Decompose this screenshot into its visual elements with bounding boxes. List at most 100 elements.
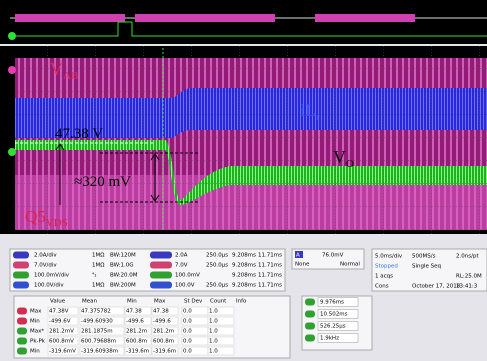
measurement-header: Value [50, 299, 66, 305]
trigger-coupling: None [295, 262, 310, 268]
measurement-value: 47.38 [153, 309, 169, 315]
cursor-badge [305, 311, 315, 318]
measurement-value: 47.38 [126, 309, 142, 315]
subscript: AB [63, 70, 78, 82]
measurement-value: -319.6mV [49, 349, 76, 355]
cursor-value: 10.502ms [320, 312, 348, 318]
acquisition-field: 1 acqs [375, 274, 393, 280]
acquisition-field: 5.0ms/div [375, 254, 403, 260]
acquisition-field: RL:25.0M [456, 274, 482, 280]
channel-field: 11.71ms [258, 283, 282, 289]
measurement-header: Mean [82, 299, 97, 305]
channel-field: 9.208ms [232, 253, 256, 259]
acquisition-field: 500MS/s [412, 254, 436, 260]
subscript: r [316, 111, 320, 123]
measurement-value: -499.60930 [81, 319, 113, 325]
channel-field: 7.0V/div [34, 263, 57, 269]
acquisition-field: October 17, 2018 [412, 284, 461, 290]
cursor-value: 526.25µs [320, 324, 346, 330]
label-level: 47.38 V [55, 126, 103, 142]
measurement-value: 281.2m [153, 329, 174, 335]
measurement-value: -499.6 [153, 319, 171, 325]
channel-field: 2.0A/div [34, 253, 57, 259]
measurement-value: 1.0 [209, 309, 218, 315]
measurement-value: -319.60938m [81, 349, 118, 355]
measurement-value: -499.6V [49, 319, 71, 325]
channel-field: BW:20.0M [110, 273, 138, 279]
channel-badge [13, 262, 29, 269]
channel-field: 9.208ms [232, 263, 256, 269]
channel-field: 9.208ms [232, 273, 256, 279]
acquisition-field: Cons [375, 284, 389, 290]
measurement-value: 0.0 [183, 309, 192, 315]
measurement-value: 1.0 [209, 339, 218, 345]
overview-segment [15, 14, 125, 22]
measurement-value: -499.6 [126, 319, 144, 325]
measurement-value: 600.8m [126, 339, 147, 345]
measurement-value: 1.0 [209, 319, 218, 325]
channel-badge [13, 282, 29, 289]
channel-badge [150, 272, 172, 279]
cursor-badge [305, 335, 315, 342]
measurement-name: Max* [30, 329, 44, 335]
channel-field: 11.71ms [258, 273, 282, 279]
measurement-badge [17, 348, 27, 355]
channel-field: 2.0A [175, 253, 188, 259]
measurement-header: Info [236, 299, 247, 305]
subscript: O [346, 158, 354, 170]
channel-field: 250.0µs [206, 253, 228, 259]
cursor-value: 1.9kHz [320, 336, 339, 342]
channel-field: 100.0V/div [34, 283, 64, 289]
measurement-value: 281.2mV [49, 329, 74, 335]
acquisition-field: 2.0ns/pt [456, 254, 479, 260]
channel-field: 11.71ms [258, 253, 282, 259]
measurement-value: 0.0 [183, 339, 192, 345]
channel-field: 250.0µs [206, 283, 228, 289]
measurement-value: 600.8m [153, 339, 174, 345]
measurement-value: 281.2m [126, 329, 147, 335]
channel-field: ⁴₁ [92, 272, 96, 279]
measurement-header: St Dev [184, 299, 203, 305]
acquisition-field: 13:41:3 [456, 284, 478, 290]
channel-field: BW:200M [110, 283, 136, 289]
measurement-value: 0.0 [183, 319, 192, 325]
measurement-badge [17, 318, 27, 325]
measurement-header: Count [210, 299, 227, 305]
cursor-badge [305, 299, 315, 306]
measurement-value: 47.38V [49, 309, 69, 315]
measurement-badge [17, 308, 27, 315]
measurement-value: 600.8mV [49, 339, 74, 345]
measurement-value: -319.6m [153, 349, 176, 355]
channel-field: 100.0mV/div [34, 273, 70, 279]
measurement-name: Pk-Pk [30, 339, 46, 345]
measurement-name: Min [30, 319, 40, 325]
channel-badge [13, 272, 29, 279]
measurement-value: 600.79688m [81, 339, 116, 345]
measurement-name: Min [30, 349, 40, 355]
marker [8, 148, 16, 156]
oscilloscope-screen: VAB iLr VO 47.38 V ≈320 mV Q5VDS 2.0A/di… [0, 0, 487, 361]
channel-field: 1MΩ [92, 253, 104, 259]
measurement-value: 1.0 [209, 329, 218, 335]
channel-field: 1MΩ [92, 283, 104, 289]
channel-badge [150, 262, 172, 269]
channel-badge [13, 252, 29, 259]
trigger-source: A [296, 253, 300, 259]
label-ripple: ≈320 mV [74, 174, 131, 190]
overview-segment [135, 14, 275, 22]
channel-field: 11.71ms [258, 263, 282, 269]
trigger-mode: Normal [340, 262, 360, 268]
measurement-value: -319.6m [126, 349, 149, 355]
measurement-header: Max [154, 299, 166, 305]
channel-field: 9.208ms [232, 283, 256, 289]
cursor-badge [305, 323, 315, 330]
channel-field: BW:1.0G [110, 263, 134, 269]
channel-field: 1MΩ [92, 263, 104, 269]
subscript: VDS [46, 217, 68, 229]
acquisition-field: Single Seq [412, 264, 441, 270]
channel-field: 100.0mV [175, 273, 200, 279]
acquisition-field: Stopped [375, 264, 398, 270]
channel-field: 7.0V [175, 263, 188, 269]
channel-badge [150, 282, 172, 289]
overview-segment [315, 14, 415, 22]
